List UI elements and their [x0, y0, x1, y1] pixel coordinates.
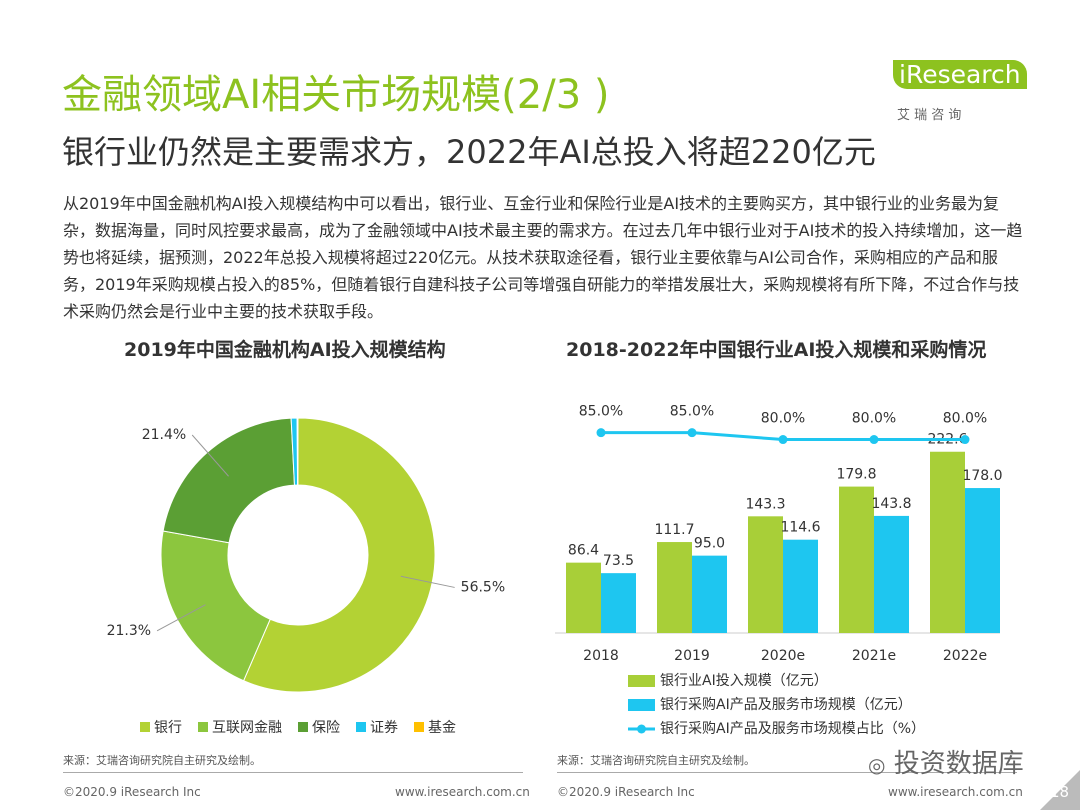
legend-swatch	[628, 675, 655, 687]
line-point	[687, 428, 697, 438]
source: 来源：艾瑞咨询研究院自主研究及绘制。	[63, 754, 261, 767]
bar	[965, 488, 1000, 633]
donut-segment	[160, 530, 271, 682]
data-label: 111.7	[654, 522, 694, 538]
data-label: 95.0	[694, 536, 725, 552]
watermark-text: 投资数据库	[893, 749, 1024, 779]
data-label: 179.8	[836, 467, 876, 483]
data-label: 85.0%	[670, 404, 714, 420]
chart-title: 2018-2022年中国银行业AI投入规模和采购情况	[566, 339, 987, 361]
bar	[601, 573, 636, 633]
x-tick-label: 2021e	[852, 648, 896, 664]
data-label: 21.4%	[142, 427, 186, 443]
slide-title: 金融领域AI相关市场规模(2/3 )	[62, 72, 610, 118]
data-label: 21.3%	[107, 623, 151, 639]
logo: iResearch	[893, 60, 1027, 89]
bar	[748, 516, 783, 633]
url: www.iresearch.com.cn	[888, 785, 1023, 799]
donut-segment	[242, 417, 436, 693]
legend-label: 基金	[428, 719, 456, 736]
url: www.iresearch.com.cn	[395, 785, 530, 799]
chart-title: 2019年中国金融机构AI投入规模结构	[124, 339, 446, 361]
bar	[692, 555, 727, 633]
legend-swatch	[198, 722, 208, 732]
legend-label: 银行采购AI产品及服务市场规模占比（%）	[660, 720, 925, 737]
x-tick-label: 2022e	[943, 648, 987, 664]
data-label: 143.3	[745, 496, 785, 512]
legend-label: 互联网金融	[212, 720, 282, 736]
data-label: 56.5%	[461, 579, 505, 595]
line-point	[778, 435, 788, 445]
x-tick-label: 2020e	[761, 648, 805, 664]
data-label: 80.0%	[761, 411, 805, 427]
data-label: 178.0	[962, 468, 1002, 484]
data-label: 73.5	[603, 553, 634, 569]
divider	[63, 772, 523, 773]
bar	[930, 451, 965, 633]
watermark: ◎ 投资数据库	[868, 749, 1024, 779]
legend-label: 证券	[370, 720, 398, 736]
leader-line	[191, 434, 229, 477]
copyright: ©2020.9 iResearch Inc	[63, 785, 201, 799]
bar	[783, 539, 818, 633]
legend-point	[637, 724, 646, 734]
leader-line	[400, 575, 455, 588]
copyright: ©2020.9 iResearch Inc	[557, 785, 695, 799]
legend-label: 银行采购AI产品及服务市场规模（亿元）	[660, 696, 912, 713]
donut-segment	[296, 417, 299, 486]
page-corner	[1040, 770, 1080, 810]
x-tick-label: 2019	[674, 648, 710, 664]
page-number: 18	[1050, 783, 1070, 801]
legend-swatch	[140, 722, 150, 732]
source: 来源：艾瑞咨询研究院自主研究及绘制。	[557, 754, 755, 767]
bar	[839, 486, 874, 633]
legend-swatch	[356, 722, 366, 732]
data-label: 85.0%	[579, 404, 623, 420]
data-label: 114.6	[780, 520, 820, 536]
logo-cn: 艾 瑞 咨 询	[897, 108, 962, 123]
data-label: 86.4	[568, 543, 599, 559]
slide-subtitle: 银行业仍然是主要需求方，2022年AI总投入将超220亿元	[62, 133, 876, 171]
donut-segment	[162, 417, 296, 544]
legend-label: 银行业AI投入规模（亿元）	[660, 673, 828, 689]
data-label: 80.0%	[943, 411, 987, 427]
data-label: 143.8	[871, 496, 911, 512]
bar	[657, 542, 692, 633]
legend-swatch	[414, 722, 424, 732]
divider	[557, 772, 1017, 773]
line-point	[869, 435, 879, 445]
legend-label: 银行	[154, 720, 182, 736]
line-point	[960, 435, 970, 445]
bar	[566, 562, 601, 633]
x-tick-label: 2018	[583, 648, 619, 664]
line-point	[596, 428, 606, 438]
bar	[874, 515, 909, 633]
legend-swatch	[298, 722, 308, 732]
body-text: 从2019年中国金融机构AI投入规模结构中可以看出，银行业、互金行业和保险行业是…	[63, 194, 1023, 321]
data-label: 80.0%	[852, 411, 896, 427]
legend-label: 保险	[312, 720, 340, 736]
legend-swatch	[628, 699, 655, 711]
leader-line	[156, 604, 206, 632]
